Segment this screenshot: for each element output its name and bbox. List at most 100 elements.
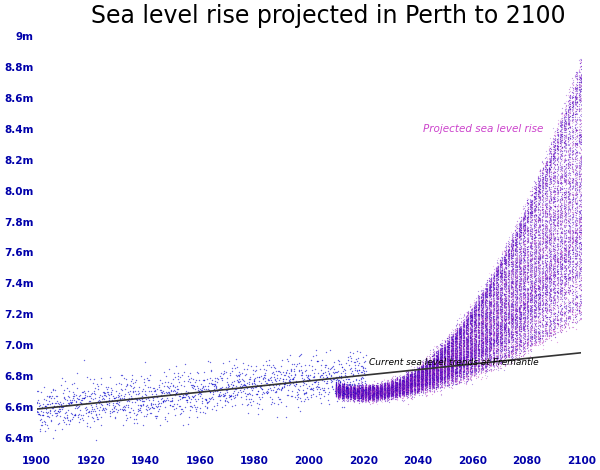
Point (454, 351, 464, 359)
Point (335, 385, 345, 392)
Point (442, 377, 451, 384)
Point (420, 365, 430, 372)
Point (394, 380, 404, 387)
Point (497, 256, 507, 264)
Point (410, 382, 420, 390)
Point (431, 375, 440, 382)
Point (563, 262, 572, 269)
Point (495, 329, 505, 337)
Point (564, 121, 574, 129)
Point (365, 388, 375, 395)
Point (41, 402, 50, 410)
Point (446, 378, 455, 386)
Point (353, 388, 363, 395)
Point (410, 382, 420, 389)
Point (537, 245, 547, 253)
Point (480, 289, 490, 297)
Point (535, 254, 544, 262)
Point (532, 340, 541, 347)
Point (477, 322, 487, 330)
Point (568, 184, 578, 191)
Point (367, 386, 376, 394)
Point (460, 342, 469, 349)
Point (575, 90, 585, 98)
Point (413, 373, 423, 380)
Point (537, 206, 547, 214)
Point (490, 352, 499, 359)
Point (425, 372, 435, 379)
Point (367, 387, 376, 394)
Point (331, 389, 341, 397)
Point (442, 351, 451, 358)
Point (568, 115, 578, 123)
Point (553, 262, 563, 270)
Point (457, 352, 466, 359)
Point (386, 388, 395, 395)
Point (367, 389, 376, 396)
Point (507, 352, 517, 360)
Point (510, 328, 520, 336)
Point (521, 330, 530, 337)
Point (357, 392, 367, 399)
Point (544, 325, 553, 332)
Point (344, 390, 353, 398)
Point (436, 364, 446, 372)
Point (405, 373, 415, 381)
Point (397, 385, 406, 393)
Point (521, 251, 530, 259)
Point (335, 391, 345, 399)
Point (544, 164, 553, 172)
Point (564, 267, 574, 274)
Point (527, 292, 537, 300)
Point (549, 267, 559, 274)
Point (536, 177, 545, 184)
Point (253, 388, 262, 395)
Point (419, 376, 428, 383)
Point (335, 390, 345, 398)
Point (482, 316, 492, 324)
Point (401, 385, 410, 392)
Point (406, 383, 416, 391)
Point (409, 375, 419, 383)
Point (469, 310, 479, 318)
Point (340, 386, 349, 394)
Point (350, 388, 360, 396)
Point (383, 388, 393, 395)
Point (505, 292, 514, 299)
Point (493, 318, 503, 325)
Point (385, 388, 394, 395)
Point (379, 388, 389, 396)
Point (333, 384, 343, 392)
Point (346, 390, 356, 398)
Point (410, 382, 420, 390)
Point (398, 388, 408, 395)
Point (349, 389, 359, 396)
Point (382, 384, 391, 391)
Point (515, 280, 525, 287)
Point (535, 288, 544, 295)
Point (348, 389, 358, 396)
Point (346, 390, 356, 397)
Point (549, 302, 559, 309)
Point (480, 334, 490, 341)
Point (455, 362, 465, 369)
Point (532, 245, 541, 253)
Point (477, 364, 487, 372)
Point (355, 388, 364, 395)
Point (425, 373, 435, 381)
Point (490, 329, 499, 337)
Point (336, 372, 346, 380)
Point (349, 388, 359, 395)
Point (507, 348, 517, 356)
Point (382, 379, 391, 387)
Point (331, 384, 341, 392)
Point (542, 330, 552, 338)
Point (345, 388, 355, 396)
Point (340, 388, 349, 395)
Point (164, 365, 174, 373)
Point (514, 239, 523, 246)
Point (578, 69, 587, 76)
Point (482, 309, 492, 317)
Point (577, 308, 586, 316)
Point (425, 364, 435, 371)
